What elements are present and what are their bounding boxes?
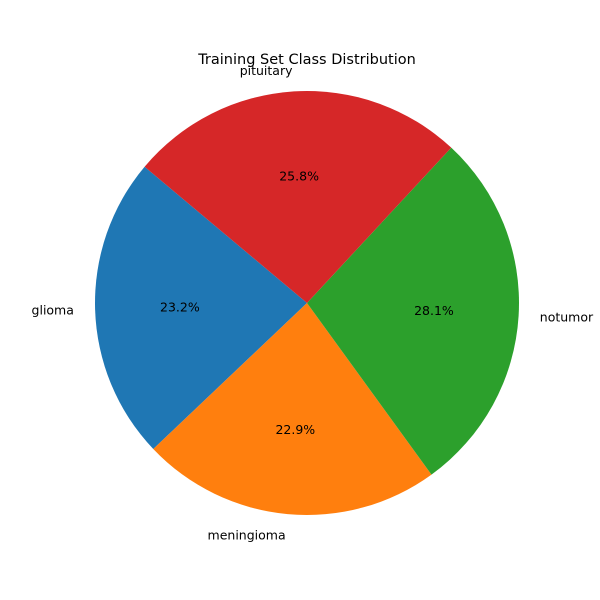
category-label-notumor: notumor	[540, 310, 594, 325]
pie-labels: 23.2% glioma 22.9% meningioma 28.1% notumor 25…	[32, 63, 594, 543]
category-label-glioma: glioma	[32, 303, 74, 318]
category-label-meningioma: meningioma	[208, 528, 286, 543]
pct-label-notumor: 28.1%	[414, 303, 454, 318]
pie-slice-notumor	[307, 147, 519, 475]
chart-title: Training Set Class Distribution	[197, 52, 416, 68]
pie-slices	[94, 90, 519, 515]
pie-slice-pituitary	[144, 90, 452, 304]
category-label-pituitary: pituitary	[240, 63, 293, 78]
pie-slice-meningioma	[153, 303, 432, 515]
pct-label-glioma: 23.2%	[160, 299, 200, 314]
pct-label-meningioma: 22.9%	[275, 422, 315, 437]
pct-label-pituitary: 25.8%	[279, 169, 319, 184]
pie-slice-glioma	[94, 166, 307, 449]
